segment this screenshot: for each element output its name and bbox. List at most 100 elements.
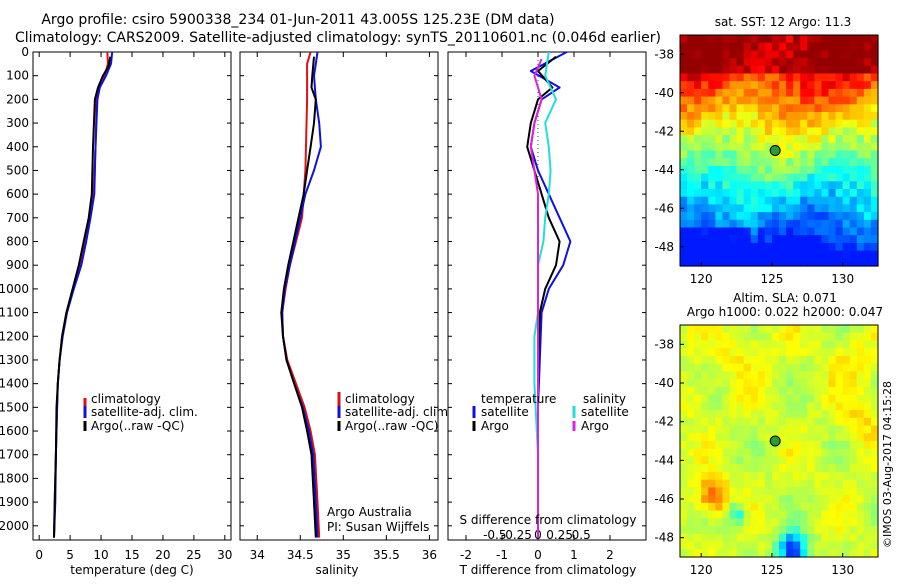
heatmap-cell [814, 502, 823, 512]
heatmap-cell [870, 348, 879, 357]
heatmap-cell [807, 379, 815, 388]
heatmap-cell [722, 394, 731, 403]
heatmap-cell [821, 112, 830, 121]
heatmap-cell [856, 165, 865, 175]
heatmap-cell [821, 219, 830, 229]
heatmap-cell [786, 425, 794, 434]
heatmap-cell [800, 212, 808, 221]
heatmap-cell [800, 487, 808, 496]
heatmap-cell [715, 65, 724, 75]
heatmap-cell [793, 433, 801, 442]
heatmap-cell [828, 518, 837, 527]
heatmap-cell [849, 363, 858, 372]
heatmap-cell [814, 227, 823, 236]
heatmap-cell [757, 325, 766, 334]
heatmap-cell [687, 104, 695, 113]
heatmap-cell [807, 433, 815, 442]
heatmap-cell [849, 158, 858, 167]
heatmap-cell [807, 181, 815, 190]
depth-tick-label: 800 [6, 235, 29, 249]
heatmap-cell [800, 58, 808, 67]
heatmap-cell [722, 58, 731, 67]
heatmap-cell [743, 204, 752, 213]
heatmap-cell [687, 487, 695, 496]
heatmap-cell [835, 348, 844, 357]
heatmap-cell [842, 371, 851, 380]
heatmap-cell [729, 250, 738, 259]
heatmap-cell [715, 81, 724, 90]
heatmap-cell [680, 112, 688, 121]
heatmap-cell [842, 165, 851, 175]
heatmap-cell [856, 518, 865, 527]
heatmap-cell [800, 142, 808, 152]
heatmap-cell [779, 410, 787, 419]
heatmap-cell [835, 212, 844, 221]
heatmap-cell [757, 35, 766, 44]
heatmap-cell [701, 441, 709, 450]
heatmap-cell [814, 127, 823, 136]
heatmap-cell [715, 425, 724, 434]
heatmap-cell [821, 235, 830, 244]
heatmap-cell [736, 340, 745, 349]
heatmap-cell [800, 495, 808, 504]
heatmap-cell [708, 487, 716, 496]
heatmap-cell [715, 502, 724, 512]
depth-tick-label: 700 [6, 211, 29, 225]
heatmap-cell [786, 526, 794, 535]
heatmap-cell [835, 88, 844, 98]
heatmap-cell [764, 81, 773, 90]
heatmap-cell [764, 348, 773, 357]
heatmap-cell [807, 250, 815, 259]
heatmap-cell [835, 510, 844, 519]
heatmap-cell [680, 433, 688, 442]
heatmap-cell [821, 471, 830, 481]
heatmap-cell [842, 510, 851, 519]
heatmap-cell [821, 464, 830, 473]
heatmap-cell [757, 425, 766, 434]
depth-tick-label: 2000 [0, 519, 29, 533]
heatmap-cell [786, 502, 794, 512]
heatmap-cell [821, 227, 830, 236]
heatmap-cell [856, 119, 865, 128]
heatmap-cell [722, 441, 731, 450]
series-line-satellite-adj-clim- [281, 51, 322, 538]
sst-map-title: sat. SST: 12 Argo: 11.3 [715, 15, 852, 29]
heatmap-cell [849, 42, 858, 51]
heatmap-cell [800, 165, 808, 175]
heatmap-cell [870, 235, 879, 244]
heatmap-cell [743, 196, 752, 205]
heatmap-cell [687, 355, 695, 365]
heatmap-cell [786, 119, 794, 128]
heatmap-cell [849, 402, 858, 411]
heatmap-cell [736, 332, 745, 342]
heatmap-cell [729, 464, 738, 473]
heatmap-cell [757, 417, 766, 427]
heatmap-cell [750, 258, 759, 267]
heatmap-cell [814, 212, 823, 221]
heatmap-cell [821, 242, 830, 252]
heatmap-cell [764, 526, 773, 535]
heatmap-cell [779, 112, 787, 121]
heatmap-cell [736, 410, 745, 419]
heatmap-cell [722, 135, 731, 144]
heatmap-cell [729, 379, 738, 388]
heatmap-cell [863, 386, 872, 396]
heatmap-cell [793, 42, 801, 51]
heatmap-cell [687, 518, 695, 527]
heatmap-cell [694, 189, 702, 198]
heatmap-cell [828, 533, 837, 543]
heatmap-cell [814, 35, 823, 44]
heatmap-cell [863, 526, 872, 535]
heatmap-cell [807, 325, 815, 334]
heatmap-cell [757, 464, 766, 473]
heatmap-cell [708, 35, 716, 44]
heatmap-cell [743, 386, 752, 396]
heatmap-cell [807, 58, 815, 67]
heatmap-cell [701, 42, 709, 51]
heatmap-cell [779, 533, 787, 543]
heatmap-cell [750, 81, 759, 90]
heatmap-cell [736, 112, 745, 121]
salinity-axes-box [239, 51, 439, 541]
heatmap-cell [729, 104, 738, 113]
heatmap-cell [849, 250, 858, 259]
